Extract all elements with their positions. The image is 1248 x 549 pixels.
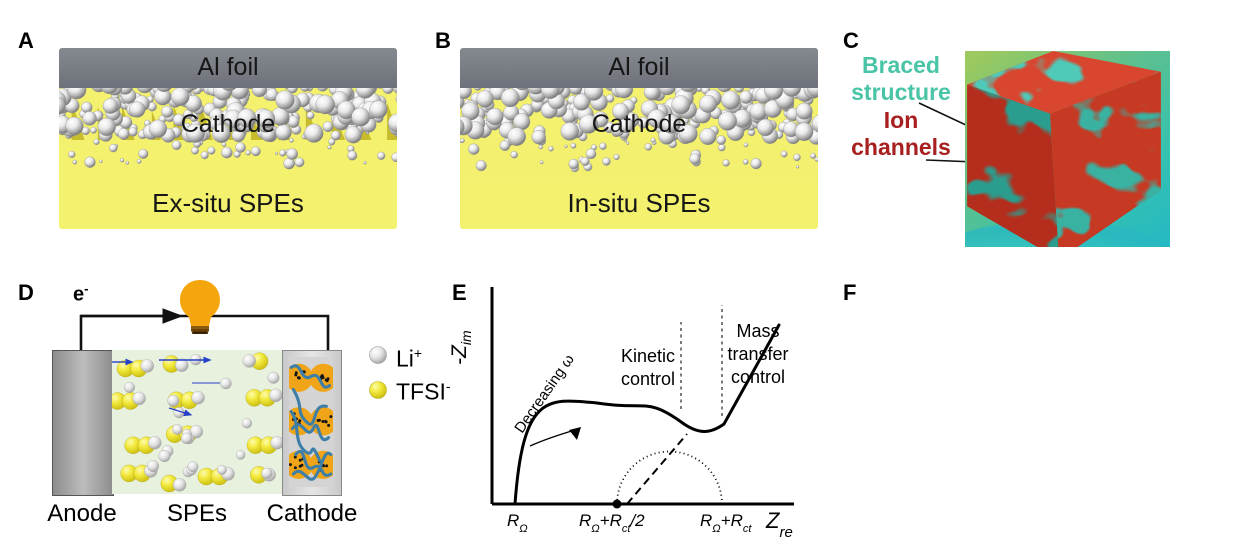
svg-text:control: control xyxy=(731,367,785,387)
svg-text:Mass: Mass xyxy=(736,321,779,341)
svg-text:Zre: Zre xyxy=(765,508,793,541)
svg-text:RΩ: RΩ xyxy=(507,511,528,535)
svg-text:control: control xyxy=(621,369,675,389)
svg-text:RΩ+Rct: RΩ+Rct xyxy=(700,511,752,535)
svg-text:RΩ+Rct/2: RΩ+Rct/2 xyxy=(579,511,645,535)
svg-text:transfer: transfer xyxy=(727,344,788,364)
svg-text:Kinetic: Kinetic xyxy=(621,346,675,366)
svg-text:Decreasing ω: Decreasing ω xyxy=(511,351,578,436)
